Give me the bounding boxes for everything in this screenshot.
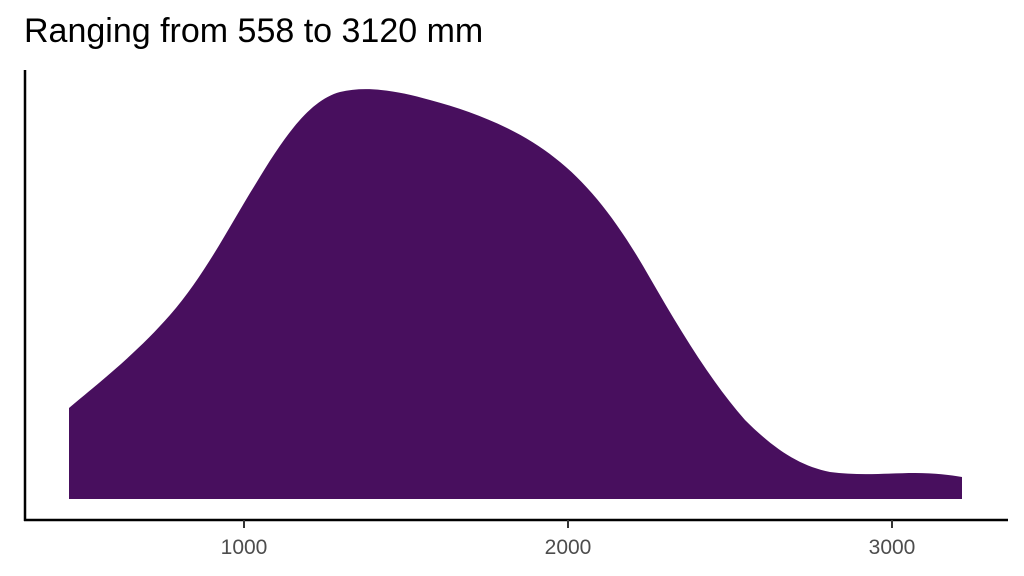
x-tick-label-3000: 3000 — [868, 536, 916, 559]
chart-title: Ranging from 558 to 3120 mm — [24, 12, 484, 50]
x-tick-label-2000: 2000 — [544, 536, 592, 559]
density-area — [69, 89, 962, 500]
x-tick-label-1000: 1000 — [220, 536, 268, 559]
